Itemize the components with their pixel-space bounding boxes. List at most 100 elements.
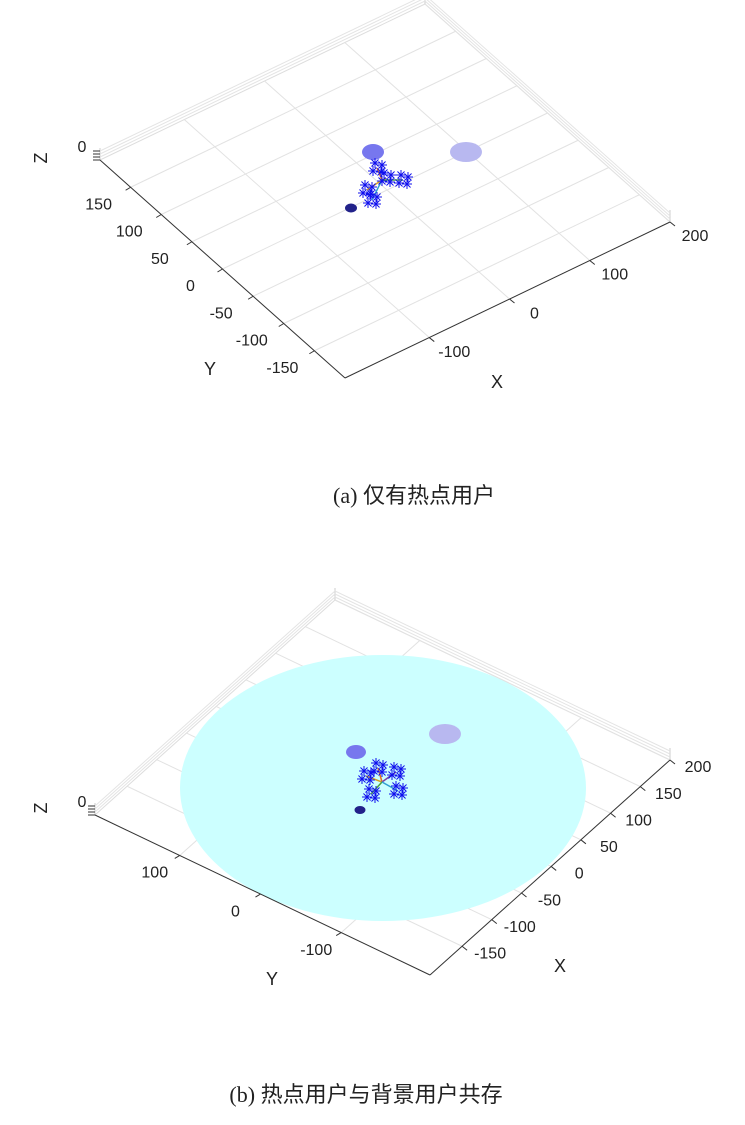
x-tick-mark	[639, 786, 646, 791]
y-axis-line	[94, 814, 431, 976]
user-star	[361, 181, 369, 189]
user-star	[378, 161, 386, 169]
user-star	[366, 191, 374, 199]
y-tick-label: 50	[151, 251, 169, 268]
x-axis-line	[429, 759, 671, 976]
user-star	[373, 193, 381, 201]
link	[381, 781, 399, 792]
x-tick-label: 100	[601, 267, 628, 284]
x-tick-mark	[550, 866, 557, 871]
y-tick-mark	[278, 323, 285, 327]
x-tick-label: 50	[600, 839, 618, 856]
link	[377, 767, 383, 783]
x-tick-label: -50	[538, 892, 561, 909]
x-tick-mark	[589, 260, 596, 265]
user-star	[396, 772, 404, 780]
z-axis-title: Z	[31, 803, 51, 814]
x-tick-mark	[461, 945, 468, 951]
cell	[450, 142, 482, 162]
x-tick-mark	[491, 919, 498, 925]
x-axis-title: X	[554, 956, 566, 976]
user-star	[372, 200, 380, 208]
y-grid-line	[130, 30, 456, 188]
user-star	[395, 179, 403, 187]
cell	[429, 724, 461, 744]
y-grid-line	[283, 167, 609, 324]
user-star	[390, 763, 398, 771]
y-tick-mark	[335, 932, 342, 937]
y-axis-title: Y	[266, 969, 278, 989]
y-tick-mark	[155, 214, 162, 218]
y-grid-line	[161, 58, 487, 215]
y-grid-line	[222, 112, 548, 270]
y-tick-mark	[309, 350, 315, 355]
user-star	[379, 761, 387, 769]
wall-line	[99, 0, 671, 214]
y-tick-mark	[247, 295, 254, 300]
user-star	[367, 769, 375, 777]
user-star	[378, 768, 386, 776]
user-star	[366, 776, 374, 784]
user-star	[363, 793, 371, 801]
user-star	[358, 775, 366, 783]
y-grid-line	[314, 194, 640, 352]
x-tick-mark	[610, 812, 616, 818]
y-grid-line	[252, 139, 579, 297]
cell	[362, 144, 384, 160]
x-axis-line	[344, 221, 671, 379]
z-tick-label: 0	[78, 139, 87, 156]
x-tick-label: 0	[530, 305, 539, 322]
user-star	[365, 785, 373, 793]
user-star	[372, 787, 380, 795]
coverage-disk	[180, 655, 586, 921]
cell	[345, 203, 357, 213]
x-grid-line	[334, 599, 671, 761]
user-star	[398, 791, 406, 799]
y-tick-label: -100	[236, 333, 268, 350]
x-tick-mark	[669, 221, 676, 227]
x-tick-label: 100	[625, 812, 652, 829]
link	[365, 775, 383, 783]
user-star	[397, 171, 405, 179]
x-tick-label: 0	[575, 866, 584, 883]
y-tick-label: -50	[210, 305, 233, 322]
wall-line	[99, 0, 671, 217]
y-tick-mark	[174, 855, 181, 859]
wall-line	[99, 0, 671, 220]
user-star	[372, 759, 380, 767]
user-star	[392, 782, 400, 790]
user-star	[403, 180, 411, 188]
cell	[354, 806, 366, 814]
x-tick-label: 150	[655, 786, 682, 803]
user-star	[364, 199, 372, 207]
x-tick-mark	[580, 839, 587, 845]
y-axis-title: Y	[204, 359, 216, 379]
y-tick-label: 0	[186, 278, 195, 295]
cell	[346, 745, 366, 759]
user-star	[371, 794, 379, 802]
x-tick-mark	[509, 298, 515, 304]
user-star	[359, 189, 367, 197]
y-tick-mark	[217, 268, 223, 273]
user-star	[369, 167, 377, 175]
y-tick-label: 100	[116, 224, 143, 241]
x-tick-mark	[669, 759, 676, 765]
y-tick-label: 100	[141, 865, 168, 882]
y-tick-mark	[255, 893, 261, 898]
y-tick-mark	[125, 186, 131, 191]
user-star	[371, 159, 379, 167]
y-grid-line	[191, 85, 518, 243]
wall-line	[94, 593, 671, 810]
user-star	[390, 790, 398, 798]
user-star	[386, 178, 394, 186]
x-axis-title: X	[491, 372, 503, 392]
caption: (b) 热点用户与背景用户共存	[229, 1082, 502, 1107]
user-star	[380, 169, 388, 177]
y-tick-mark	[186, 241, 193, 246]
user-star	[360, 767, 368, 775]
x-tick-label: 200	[682, 228, 709, 245]
y-tick-label: 0	[231, 903, 240, 920]
